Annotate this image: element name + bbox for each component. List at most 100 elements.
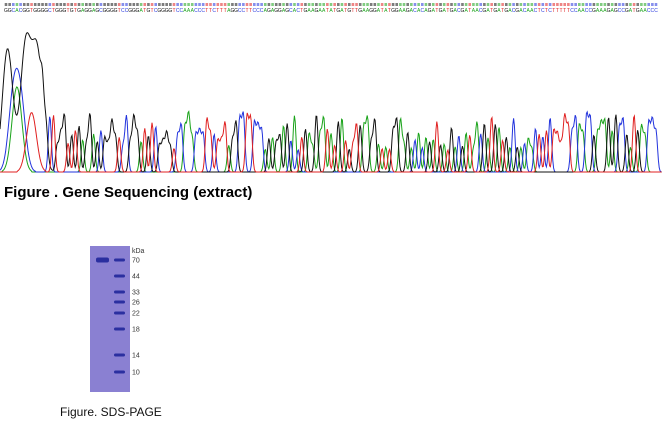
quality-mark [274,3,278,6]
quality-mark [59,3,63,6]
quality-mark [559,3,563,6]
base-call-letter: G [136,8,140,14]
marker-label: 10 [132,370,140,377]
quality-mark [296,3,300,6]
base-call-letter: A [362,8,366,14]
quality-mark [187,3,190,6]
base-call-letter: G [347,8,351,14]
quality-mark [311,3,315,6]
marker-label: 33 [132,290,140,297]
quality-mark [654,3,658,6]
quality-mark [556,3,559,6]
base-call-letter: A [417,8,421,14]
base-call-letter: C [121,8,125,14]
base-call-letter: T [245,8,248,14]
base-call-letter: T [344,8,347,14]
quality-mark [351,3,355,6]
quality-mark [574,3,577,6]
base-call-letter: C [618,8,622,14]
base-call-letter: T [556,8,559,14]
quality-mark [143,3,147,6]
base-call-letter: G [22,8,26,14]
quality-mark [461,3,464,6]
quality-mark [490,3,493,6]
base-call-letter: G [607,8,611,14]
quality-mark [190,3,194,6]
quality-mark [391,3,395,6]
quality-mark [169,3,172,6]
sds-page-figure: kDa 70 44 33 26 22 18 14 10 [88,244,168,394]
base-call-letter: G [55,8,59,14]
base-call-letter: T [567,8,570,14]
base-call-letter: A [264,8,268,14]
quality-mark [578,3,581,6]
quality-mark [355,3,358,6]
base-call-letter: G [128,8,132,14]
base-call-letter: A [329,8,333,14]
base-call-letter: G [504,8,508,14]
quality-mark [406,3,409,6]
quality-mark [198,3,201,6]
quality-mark [610,3,614,6]
quality-mark [278,3,282,6]
base-call-letter: G [234,8,238,14]
quality-mark [519,3,523,6]
base-call-letter: C [512,8,516,14]
quality-mark [318,3,322,6]
base-call-letter: A [384,8,388,14]
quality-mark [26,3,30,6]
quality-mark [563,3,567,6]
base-call-letter: A [282,8,286,14]
quality-mark [636,3,640,6]
quality-mark [402,3,406,6]
base-call-letter: G [461,8,465,14]
base-call-letter: G [26,8,30,14]
base-call-letter: A [340,8,344,14]
quality-mark [581,3,585,6]
base-call-letter: T [172,8,175,14]
base-call-letter: A [307,8,311,14]
base-call-letter: C [289,8,293,14]
quality-mark [183,3,187,6]
base-call-letter: G [450,8,454,14]
quality-mark [625,3,629,6]
marker-label: 44 [132,274,140,281]
quality-mark [596,3,599,6]
base-call-letter: T [209,8,212,14]
quality-mark [30,3,33,6]
quality-mark [592,3,596,6]
quality-mark [150,3,154,6]
base-call-letter: G [70,8,74,14]
base-call-letter: T [552,8,555,14]
base-call-letter: G [274,8,278,14]
base-call-letter: A [377,8,381,14]
quality-mark [322,3,325,6]
quality-mark [136,3,139,6]
base-call-letter: A [486,8,490,14]
quality-mark [442,3,446,6]
marker-band [114,327,125,331]
quality-mark [238,3,242,6]
quality-mark [249,3,252,6]
base-call-letter: T [249,8,252,14]
base-call-letter: T [333,8,336,14]
quality-mark [37,3,41,6]
quality-mark [74,3,77,6]
base-call-letter: T [351,8,354,14]
base-call-letter: T [52,8,55,14]
base-call-letter: G [369,8,373,14]
base-call-letter: A [399,8,403,14]
base-call-letter: G [406,8,410,14]
base-call-letter: G [493,8,497,14]
marker-band [114,290,125,294]
base-call-letter: C [457,8,461,14]
quality-mark [66,3,70,6]
base-call-letter: A [271,8,275,14]
quality-mark [63,3,66,6]
base-call-letter: G [41,8,45,14]
base-call-letter: C [252,8,256,14]
base-call-letter: A [432,8,436,14]
quality-mark [508,3,512,6]
quality-mark [33,3,37,6]
